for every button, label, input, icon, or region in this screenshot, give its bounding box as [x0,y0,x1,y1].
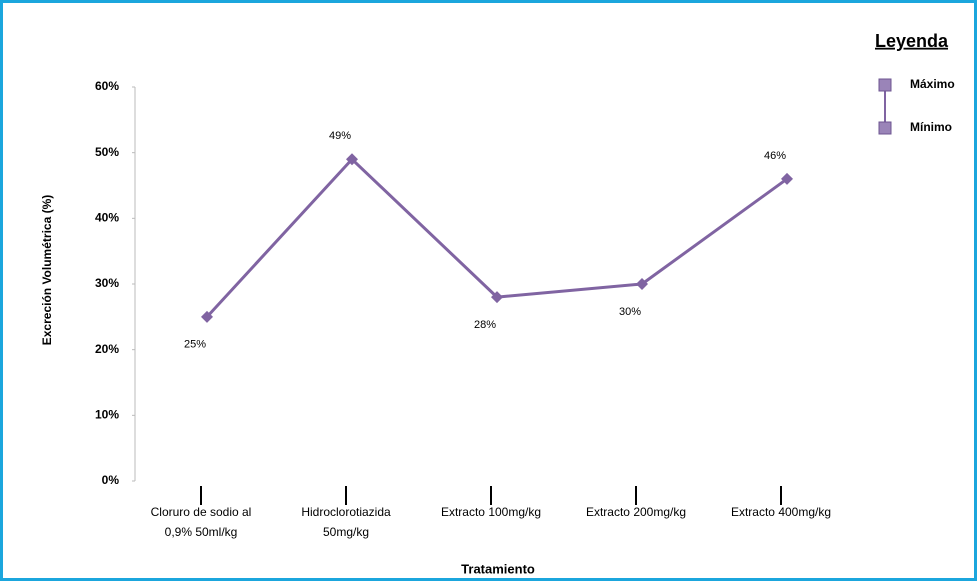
marker [781,172,793,185]
legend-low: Mínimo [910,120,952,134]
y-axis-title: Excreción Volumétrica (%) [40,195,54,346]
legend-title: Leyenda [875,31,949,51]
legend-high-marker [878,78,892,92]
legend-low-marker [878,121,892,135]
x-axis-title: Tratamiento [461,561,535,576]
legend-high: Máximo [910,77,955,91]
y-tick-label: 30% [95,276,119,290]
x-tick-label: Hidroclorotiazida 50mg/kg [301,505,391,539]
value-label: 49% [329,130,351,142]
value-label: 46% [764,150,786,162]
y-tick-label: 40% [95,211,119,225]
marker [491,291,503,304]
value-label: 28% [474,319,496,331]
value-label: 30% [619,306,641,318]
x-tick-label: Extracto 100mg/kg [441,505,541,519]
x-tick-label: Extracto 200mg/kg [586,505,686,519]
marker [201,310,213,323]
x-tick-label: Extracto 400mg/kg [731,505,831,519]
marker [346,153,358,166]
marker [636,278,648,290]
value-label: 25% [184,339,206,351]
y-tick-label: 10% [95,408,119,422]
y-tick-label: 50% [95,145,119,159]
y-tick-label: 0% [102,473,120,487]
y-tick-label: 20% [95,342,119,356]
y-tick-label: 60% [95,79,119,93]
x-tick-label: Cloruro de sodio al 0,9% 50ml/kg [151,505,252,539]
